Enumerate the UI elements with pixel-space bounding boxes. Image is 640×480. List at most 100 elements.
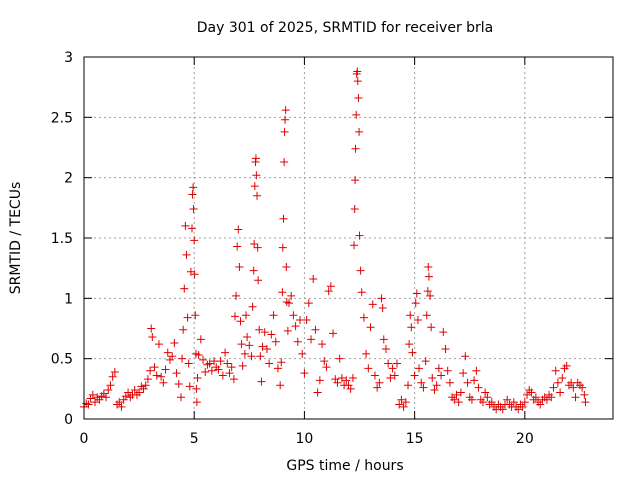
data-point [520,398,529,407]
data-point [392,359,401,368]
data-point [551,366,560,375]
data-point [405,340,414,349]
data-point [569,383,578,392]
data-point [284,299,293,308]
data-point [188,224,197,233]
data-point [280,157,289,166]
data-point [359,313,368,322]
data-point [320,357,329,366]
data-point [293,337,302,346]
data-point [386,373,395,382]
data-point [176,393,185,402]
data-point [250,182,259,191]
axis-ticks: 0 0.5 1 1.5 2 2.5 3 0 5 10 15 20 [51,50,613,447]
data-point [291,322,300,331]
data-point [248,302,257,311]
data-point [556,388,565,397]
data-point [351,176,360,185]
data-point [373,383,382,392]
data-point [110,367,119,376]
data-point [379,335,388,344]
data-point [351,144,360,153]
x-tick-label: 0 [80,431,89,447]
data-point [278,243,287,252]
data-point [218,371,227,380]
data-point [503,395,512,404]
data-point [216,357,225,366]
y-tick-label: 3 [64,50,73,66]
data-point [366,323,375,332]
data-point [190,270,199,279]
data-point [370,371,379,380]
data-point [432,381,441,390]
data-point [235,262,244,271]
data-point [324,287,333,296]
data-point [410,371,419,380]
data-point [355,231,364,240]
data-point [542,395,551,404]
data-point [227,363,236,372]
data-point [437,371,446,380]
data-point [258,342,267,351]
y-tick-label: 1 [64,291,73,307]
data-point [117,402,126,411]
data-point [478,398,487,407]
data-point [185,382,194,391]
data-point [461,352,470,361]
data-point [395,400,404,409]
data-point [518,402,527,411]
data-point [237,340,246,349]
data-point [355,127,364,136]
data-point [141,381,150,390]
data-point [427,323,436,332]
data-point [250,240,259,249]
data-point [257,377,266,386]
data-point [170,338,179,347]
data-point [509,398,518,407]
data-point [221,348,230,357]
data-point [452,390,461,399]
data-point [184,359,193,368]
data-point [331,375,340,384]
data-point [157,372,166,381]
data-point [161,365,170,374]
data-point [273,364,282,373]
data-point [298,349,307,358]
data-point [242,311,251,320]
data-point [283,326,292,335]
data-point [289,311,298,320]
data-point [434,364,443,373]
data-point [346,384,355,393]
data-point [580,390,589,399]
data-point [82,399,91,408]
data-point [251,154,260,163]
data-point [415,364,424,373]
data-point [368,300,377,309]
chart-title: Day 301 of 2025, SRMTID for receiver brl… [197,20,494,36]
data-point [445,378,454,387]
data-point [536,400,545,409]
data-point [441,345,450,354]
data-point [106,381,115,390]
data-point [193,373,202,382]
data-point [267,330,276,339]
data-point [304,299,313,308]
data-point [255,325,264,334]
data-point [150,363,159,372]
data-point [265,359,274,368]
data-point [152,371,161,380]
data-point [88,390,97,399]
data-point [262,345,271,354]
data-point [196,335,205,344]
data-point [135,388,144,397]
data-point [280,127,289,136]
data-point [408,348,417,357]
data-point [207,366,216,375]
y-tick-label: 2.5 [51,110,73,126]
data-point [352,110,361,119]
data-point [124,388,133,397]
data-point [163,348,172,357]
data-point [181,221,190,230]
data-point [245,341,254,350]
